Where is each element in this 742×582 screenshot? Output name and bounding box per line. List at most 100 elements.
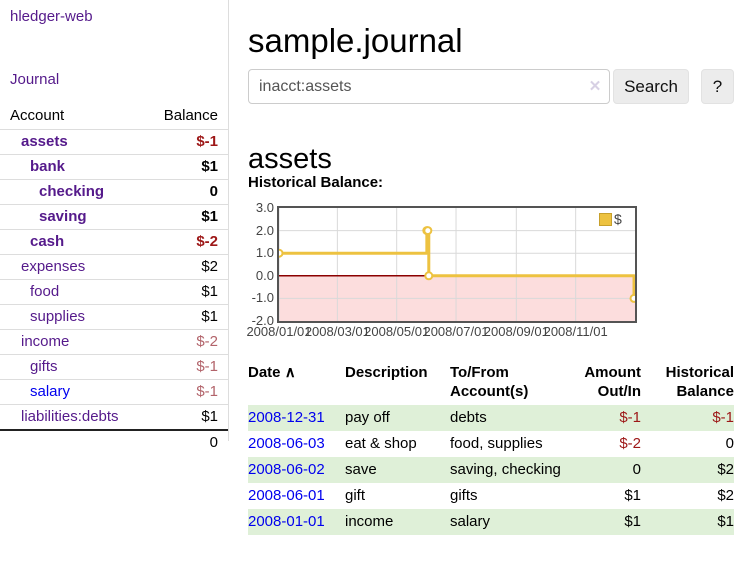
account-balance: $1 bbox=[148, 305, 228, 330]
account-row: gifts $-1 bbox=[0, 355, 228, 380]
account-link-bank[interactable]: bank bbox=[30, 158, 65, 175]
col-amount: Amount Out/In bbox=[569, 363, 647, 405]
account-row: cash $-2 bbox=[0, 230, 228, 255]
account-balance: $-1 bbox=[148, 380, 228, 405]
journal-link[interactable]: Journal bbox=[10, 71, 59, 88]
transaction-accounts: saving, checking bbox=[450, 457, 569, 483]
transaction-date-link[interactable]: 2008-06-01 bbox=[248, 487, 325, 504]
register-row: 2008-06-02 save saving, checking 0 $2 bbox=[248, 457, 734, 483]
accounts-total: 0 bbox=[148, 430, 228, 455]
transaction-amount: 0 bbox=[569, 457, 647, 483]
register-row: 2008-01-01 income salary $1 $1 bbox=[248, 509, 734, 535]
account-row: liabilities:debts $1 bbox=[0, 405, 228, 431]
transaction-balance: $-1 bbox=[647, 405, 734, 431]
account-balance: $-2 bbox=[148, 330, 228, 355]
col-description: Description bbox=[345, 363, 450, 405]
balance-chart: 3.02.01.00.0-1.0-2.02008/01/012008/03/01… bbox=[248, 200, 742, 346]
account-balance: $-2 bbox=[148, 230, 228, 255]
transaction-accounts: debts bbox=[450, 405, 569, 431]
account-balance: $-1 bbox=[148, 130, 228, 155]
transaction-description: gift bbox=[345, 483, 450, 509]
col-accounts: To/From Account(s) bbox=[450, 363, 569, 405]
account-row: supplies $1 bbox=[0, 305, 228, 330]
transaction-description: pay off bbox=[345, 405, 450, 431]
account-balance: $1 bbox=[148, 405, 228, 431]
x-axis-tick: 2008/11/01 bbox=[536, 324, 616, 339]
col-date[interactable]: Date ∧ bbox=[248, 363, 345, 405]
register-header-row: Date ∧ Description To/From Account(s) Am… bbox=[248, 363, 734, 405]
transaction-balance: $2 bbox=[647, 457, 734, 483]
account-link-income[interactable]: income bbox=[21, 333, 69, 350]
account-row: assets $-1 bbox=[0, 130, 228, 155]
account-row: food $1 bbox=[0, 280, 228, 305]
sort-asc-icon: ∧ bbox=[285, 364, 296, 381]
accounts-table: Account Balance assets $-1 bank $1 check… bbox=[0, 104, 228, 455]
col-account: Account bbox=[0, 104, 148, 130]
search-input[interactable] bbox=[248, 69, 610, 104]
account-row: checking 0 bbox=[0, 180, 228, 205]
account-link-gifts[interactable]: gifts bbox=[30, 358, 58, 375]
account-link-assets[interactable]: assets bbox=[21, 133, 68, 150]
transaction-amount: $1 bbox=[569, 483, 647, 509]
register-row: 2008-12-31 pay off debts $-1 $-1 bbox=[248, 405, 734, 431]
col-balance: Balance bbox=[148, 104, 228, 130]
y-axis-tick: 3.0 bbox=[248, 200, 274, 216]
account-link-expenses[interactable]: expenses bbox=[21, 258, 85, 275]
legend-label: $ bbox=[614, 211, 622, 227]
transaction-amount: $-1 bbox=[569, 405, 647, 431]
col-date-label: Date bbox=[248, 364, 281, 381]
accounts-header-row: Account Balance bbox=[0, 104, 228, 130]
account-balance: $1 bbox=[148, 155, 228, 180]
account-link-liabilities-debts[interactable]: liabilities:debts bbox=[21, 408, 119, 425]
clear-search-icon[interactable]: ✕ bbox=[584, 77, 606, 95]
transaction-description: income bbox=[345, 509, 450, 535]
app-title-link[interactable]: hledger-web bbox=[10, 8, 93, 25]
account-row: salary $-1 bbox=[0, 380, 228, 405]
y-axis-tick: -1.0 bbox=[248, 290, 274, 306]
account-row: income $-2 bbox=[0, 330, 228, 355]
transaction-accounts: salary bbox=[450, 509, 569, 535]
legend-swatch-icon bbox=[599, 213, 612, 226]
accounts-total-row: 0 bbox=[0, 430, 228, 455]
transaction-amount: $1 bbox=[569, 509, 647, 535]
account-balance: $1 bbox=[148, 280, 228, 305]
account-link-food[interactable]: food bbox=[30, 283, 59, 300]
y-axis-tick: 2.0 bbox=[248, 223, 274, 239]
account-balance: 0 bbox=[148, 180, 228, 205]
account-link-salary[interactable]: salary bbox=[30, 383, 70, 400]
transaction-description: save bbox=[345, 457, 450, 483]
account-balance: $-1 bbox=[148, 355, 228, 380]
transaction-date-link[interactable]: 2008-12-31 bbox=[248, 409, 325, 426]
account-link-supplies[interactable]: supplies bbox=[30, 308, 85, 325]
account-balance: $2 bbox=[148, 255, 228, 280]
chart-title: Historical Balance: bbox=[248, 174, 383, 191]
register-table: Date ∧ Description To/From Account(s) Am… bbox=[248, 363, 734, 535]
sidebar: hledger-web Journal Account Balance asse… bbox=[0, 0, 229, 441]
account-link-cash[interactable]: cash bbox=[30, 233, 64, 250]
register-row: 2008-06-03 eat & shop food, supplies $-2… bbox=[248, 431, 734, 457]
account-link-saving[interactable]: saving bbox=[39, 208, 87, 225]
transaction-accounts: food, supplies bbox=[450, 431, 569, 457]
register-row: 2008-06-01 gift gifts $1 $2 bbox=[248, 483, 734, 509]
account-balance: $1 bbox=[148, 205, 228, 230]
chart-legend: $ bbox=[599, 211, 622, 227]
account-row: bank $1 bbox=[0, 155, 228, 180]
y-axis-tick: 0.0 bbox=[248, 268, 274, 284]
transaction-date-link[interactable]: 2008-06-02 bbox=[248, 461, 325, 478]
transaction-description: eat & shop bbox=[345, 431, 450, 457]
search-button[interactable]: Search bbox=[613, 69, 689, 104]
transaction-balance: $1 bbox=[647, 509, 734, 535]
transaction-balance: 0 bbox=[647, 431, 734, 457]
transaction-balance: $2 bbox=[647, 483, 734, 509]
help-button[interactable]: ? bbox=[701, 69, 734, 104]
account-row: saving $1 bbox=[0, 205, 228, 230]
transaction-amount: $-2 bbox=[569, 431, 647, 457]
transaction-date-link[interactable]: 2008-01-01 bbox=[248, 513, 325, 530]
chart-plot bbox=[277, 206, 637, 323]
transaction-accounts: gifts bbox=[450, 483, 569, 509]
y-axis-tick: 1.0 bbox=[248, 245, 274, 261]
account-link-checking[interactable]: checking bbox=[39, 183, 104, 200]
account-row: expenses $2 bbox=[0, 255, 228, 280]
page-title: sample.journal bbox=[248, 19, 463, 63]
transaction-date-link[interactable]: 2008-06-03 bbox=[248, 435, 325, 452]
